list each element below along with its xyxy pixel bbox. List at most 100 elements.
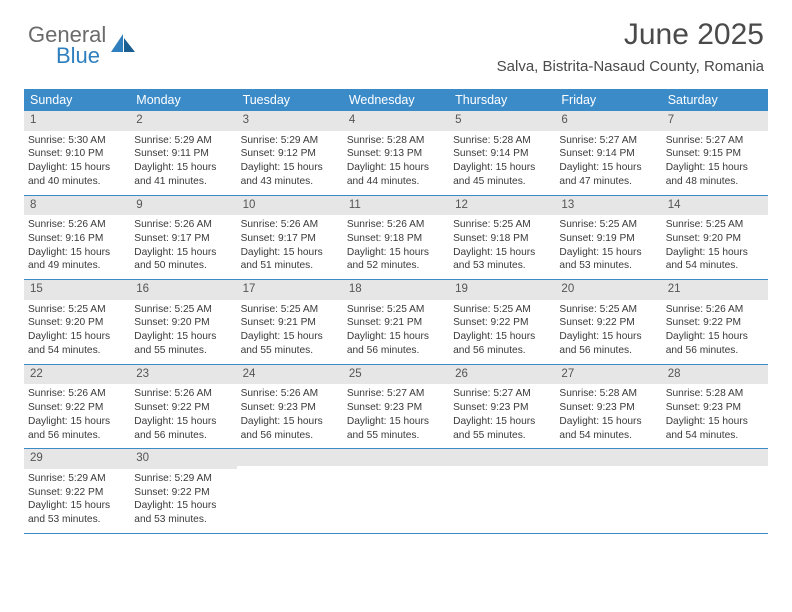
sunrise-text: Sunrise: 5:29 AM — [134, 472, 232, 486]
sunset-text: Sunset: 9:14 PM — [559, 147, 657, 161]
day-number: 23 — [130, 365, 236, 385]
calendar-day-empty — [555, 449, 661, 533]
sunset-text: Sunset: 9:22 PM — [134, 401, 232, 415]
calendar-day-empty — [237, 449, 343, 533]
day-number: 15 — [24, 280, 130, 300]
sunrise-text: Sunrise: 5:26 AM — [134, 387, 232, 401]
sunset-text: Sunset: 9:15 PM — [666, 147, 764, 161]
day-number: 27 — [555, 365, 661, 385]
day-number: 1 — [24, 111, 130, 131]
calendar-week: 8Sunrise: 5:26 AMSunset: 9:16 PMDaylight… — [24, 196, 768, 281]
day-number: 4 — [343, 111, 449, 131]
day-number: 3 — [237, 111, 343, 131]
sunset-text: Sunset: 9:23 PM — [453, 401, 551, 415]
sunrise-text: Sunrise: 5:25 AM — [453, 218, 551, 232]
weekday-header: Thursday — [449, 89, 555, 111]
sunset-text: Sunset: 9:18 PM — [453, 232, 551, 246]
calendar-day: 1Sunrise: 5:30 AMSunset: 9:10 PMDaylight… — [24, 111, 130, 195]
daylight-text: Daylight: 15 hours and 41 minutes. — [134, 161, 232, 189]
calendar-day: 23Sunrise: 5:26 AMSunset: 9:22 PMDayligh… — [130, 365, 236, 449]
sunrise-text: Sunrise: 5:25 AM — [347, 303, 445, 317]
calendar-day: 10Sunrise: 5:26 AMSunset: 9:17 PMDayligh… — [237, 196, 343, 280]
daylight-text: Daylight: 15 hours and 56 minutes. — [28, 415, 126, 443]
calendar-day: 16Sunrise: 5:25 AMSunset: 9:20 PMDayligh… — [130, 280, 236, 364]
day-number: 2 — [130, 111, 236, 131]
sunrise-text: Sunrise: 5:26 AM — [666, 303, 764, 317]
sunrise-text: Sunrise: 5:29 AM — [134, 134, 232, 148]
day-number: 17 — [237, 280, 343, 300]
daylight-text: Daylight: 15 hours and 53 minutes. — [28, 499, 126, 527]
calendar-day: 25Sunrise: 5:27 AMSunset: 9:23 PMDayligh… — [343, 365, 449, 449]
calendar-body: 1Sunrise: 5:30 AMSunset: 9:10 PMDaylight… — [24, 111, 768, 534]
sunrise-text: Sunrise: 5:26 AM — [28, 218, 126, 232]
sunset-text: Sunset: 9:17 PM — [134, 232, 232, 246]
calendar-day: 11Sunrise: 5:26 AMSunset: 9:18 PMDayligh… — [343, 196, 449, 280]
daylight-text: Daylight: 15 hours and 50 minutes. — [134, 246, 232, 274]
sunrise-text: Sunrise: 5:25 AM — [134, 303, 232, 317]
day-number: 16 — [130, 280, 236, 300]
sunrise-text: Sunrise: 5:25 AM — [453, 303, 551, 317]
logo-sail-icon — [111, 32, 137, 59]
sunset-text: Sunset: 9:22 PM — [666, 316, 764, 330]
sunset-text: Sunset: 9:21 PM — [241, 316, 339, 330]
sunrise-text: Sunrise: 5:25 AM — [241, 303, 339, 317]
calendar-day: 17 Sunrise: 5:25 AMSunset: 9:21 PMDayligh… — [237, 280, 343, 364]
weekday-header-row: SundayMondayTuesdayWednesdayThursdayFrid… — [24, 89, 768, 111]
sunset-text: Sunset: 9:22 PM — [453, 316, 551, 330]
calendar-week: 15Sunrise: 5:25 AMSunset: 9:20 PMDayligh… — [24, 280, 768, 365]
day-number: 9 — [130, 196, 236, 216]
sunset-text: Sunset: 9:22 PM — [134, 486, 232, 500]
sunset-text: Sunset: 9:20 PM — [28, 316, 126, 330]
daylight-text: Daylight: 15 hours and 56 minutes. — [666, 330, 764, 358]
day-number — [449, 449, 555, 466]
location-text: Salva, Bistrita-Nasaud County, Romania — [497, 58, 764, 75]
calendar-day: 19 Sunrise: 5:25 AMSunset: 9:22 PMDayligh… — [449, 280, 555, 364]
title-block: June 2025 Salva, Bistrita-Nasaud County,… — [497, 18, 764, 75]
daylight-text: Daylight: 15 hours and 47 minutes. — [559, 161, 657, 189]
header: General Blue June 2025 Salva, Bistrita-N… — [0, 0, 792, 79]
sunset-text: Sunset: 9:23 PM — [559, 401, 657, 415]
sunrise-text: Sunrise: 5:28 AM — [559, 387, 657, 401]
daylight-text: Daylight: 15 hours and 55 minutes. — [241, 330, 339, 358]
calendar-day: 5Sunrise: 5:28 AMSunset: 9:14 PMDaylight… — [449, 111, 555, 195]
sunrise-text: Sunrise: 5:28 AM — [666, 387, 764, 401]
daylight-text: Daylight: 15 hours and 43 minutes. — [241, 161, 339, 189]
sunset-text: Sunset: 9:23 PM — [347, 401, 445, 415]
daylight-text: Daylight: 15 hours and 56 minutes. — [453, 330, 551, 358]
daylight-text: Daylight: 15 hours and 45 minutes. — [453, 161, 551, 189]
weekday-header: Monday — [130, 89, 236, 111]
daylight-text: Daylight: 15 hours and 56 minutes. — [347, 330, 445, 358]
weekday-header: Saturday — [662, 89, 768, 111]
sunrise-text: Sunrise: 5:28 AM — [453, 134, 551, 148]
day-number: 29 — [24, 449, 130, 469]
day-number: 7 — [662, 111, 768, 131]
daylight-text: Daylight: 15 hours and 52 minutes. — [347, 246, 445, 274]
calendar-day: 30Sunrise: 5:29 AMSunset: 9:22 PMDayligh… — [130, 449, 236, 533]
sunrise-text: Sunrise: 5:27 AM — [559, 134, 657, 148]
calendar-day: 29Sunrise: 5:29 AMSunset: 9:22 PMDayligh… — [24, 449, 130, 533]
day-number — [662, 449, 768, 466]
day-number: 10 — [237, 196, 343, 216]
day-number: 19 — [449, 280, 555, 300]
weekday-header: Wednesday — [343, 89, 449, 111]
sunset-text: Sunset: 9:23 PM — [666, 401, 764, 415]
calendar-day: 24Sunrise: 5:26 AMSunset: 9:23 PMDayligh… — [237, 365, 343, 449]
calendar-day-empty — [343, 449, 449, 533]
day-number: 25 — [343, 365, 449, 385]
daylight-text: Daylight: 15 hours and 54 minutes. — [666, 415, 764, 443]
sunset-text: Sunset: 9:20 PM — [134, 316, 232, 330]
day-number: 8 — [24, 196, 130, 216]
calendar-day: 8Sunrise: 5:26 AMSunset: 9:16 PMDaylight… — [24, 196, 130, 280]
daylight-text: Daylight: 15 hours and 53 minutes. — [559, 246, 657, 274]
day-number: 12 — [449, 196, 555, 216]
sunset-text: Sunset: 9:13 PM — [347, 147, 445, 161]
sunrise-text: Sunrise: 5:27 AM — [666, 134, 764, 148]
sunset-text: Sunset: 9:17 PM — [241, 232, 339, 246]
calendar-day: 12Sunrise: 5:25 AMSunset: 9:18 PMDayligh… — [449, 196, 555, 280]
calendar-day: 22Sunrise: 5:26 AMSunset: 9:22 PMDayligh… — [24, 365, 130, 449]
day-number: 26 — [449, 365, 555, 385]
calendar: SundayMondayTuesdayWednesdayThursdayFrid… — [24, 89, 768, 534]
calendar-day: 15Sunrise: 5:25 AMSunset: 9:20 PMDayligh… — [24, 280, 130, 364]
daylight-text: Daylight: 15 hours and 49 minutes. — [28, 246, 126, 274]
day-number: 14 — [662, 196, 768, 216]
